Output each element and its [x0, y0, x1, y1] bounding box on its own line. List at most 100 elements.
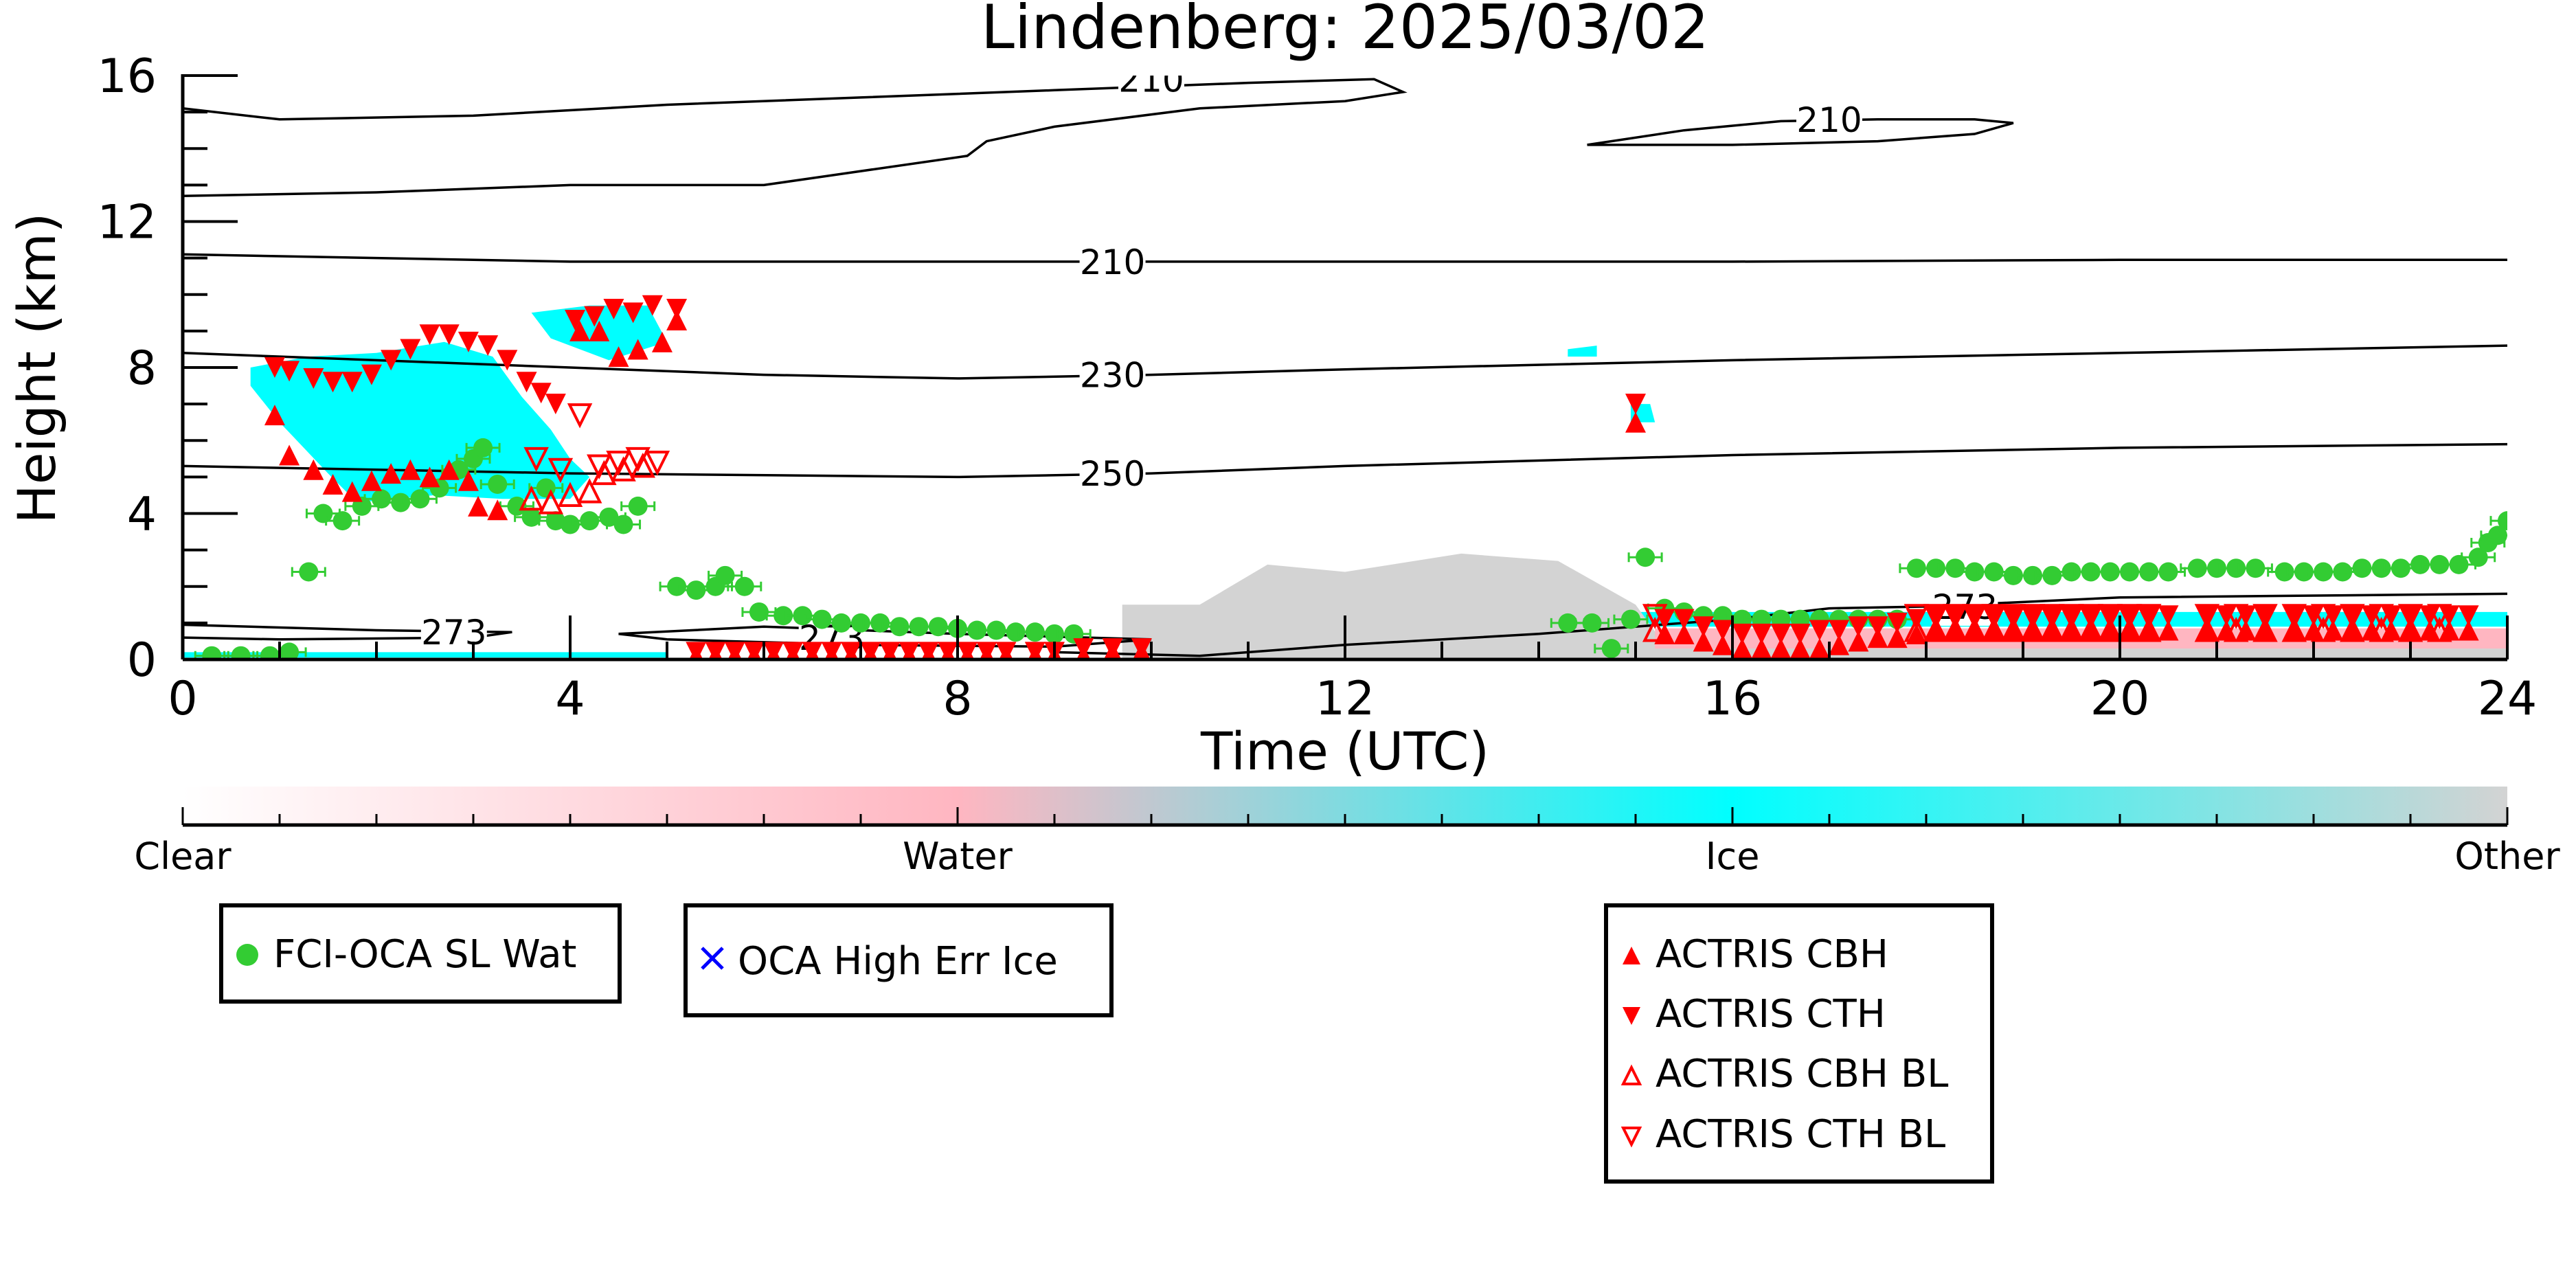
- marker-triangle-up-2-59: [1983, 620, 2004, 641]
- colorbar-label-clear: Clear: [134, 835, 231, 878]
- marker-circle-0-42: [986, 620, 1006, 640]
- marker-circle-0-14: [473, 438, 493, 457]
- marker-circle-0-96: [2498, 511, 2507, 531]
- marker-circle-0-3: [280, 642, 300, 659]
- marker-triangle-up-2-45: [1712, 634, 1733, 655]
- marker-triangle-down-3-56: [1867, 616, 1888, 637]
- marker-triangle-up-open-4-3: [576, 478, 602, 504]
- marker-triangle-up-open-4-15: [2040, 617, 2065, 642]
- marker-triangle-up-open-4-17: [2078, 617, 2103, 642]
- marker-triangle-up-2-17: [651, 331, 673, 352]
- marker-triangle-down-3-83: [2419, 605, 2441, 626]
- marker-triangle-down-open-5-10: [1943, 604, 1968, 629]
- colorbar-label-other: Other: [2454, 835, 2560, 878]
- marker-triangle-up-open-4-27: [2369, 617, 2394, 642]
- marker-triangle-up-open-4-28: [2397, 617, 2424, 642]
- contour-label-bg-3: [1079, 355, 1146, 394]
- marker-triangle-down-3-41: [1073, 638, 1094, 659]
- marker-triangle-down-3-13: [516, 372, 537, 393]
- marker-triangle-up-2-6: [381, 463, 402, 484]
- marker-triangle-up-2-63: [2061, 620, 2082, 641]
- y-axis-label: Height (km): [6, 213, 67, 524]
- legend-label-cbh: ACTRIS CBH: [1656, 932, 1888, 977]
- marker-triangle-down-3-5: [361, 364, 382, 385]
- marker-triangle-up-open-4-16: [2059, 617, 2084, 642]
- marker-circle-0-19: [545, 511, 565, 531]
- marker-circle-0-80: [2207, 558, 2226, 578]
- marker-triangle-down-3-59: [1925, 605, 1947, 626]
- contour-label-1: 210: [1796, 100, 1862, 140]
- marker-triangle-up-open-4-21: [2194, 617, 2220, 642]
- contour-273-5: [183, 623, 512, 641]
- legend-marker-cbh: [1623, 947, 1640, 964]
- marker-triangle-down-open-5-29: [2427, 604, 2452, 629]
- marker-circle-0-23: [613, 515, 633, 534]
- marker-triangle-up-open-4-23: [2252, 617, 2278, 642]
- marker-circle-0-25: [667, 576, 687, 596]
- marker-circle-0-93: [2468, 547, 2488, 567]
- marker-triangle-down-3-28: [802, 642, 823, 659]
- marker-triangle-up-2-81: [2439, 620, 2460, 641]
- marker-circle-0-32: [793, 606, 813, 626]
- marker-circle-0-72: [2042, 565, 2062, 585]
- marker-triangle-down-3-79: [2342, 605, 2363, 626]
- marker-circle-0-82: [2246, 558, 2266, 578]
- marker-triangle-up-2-77: [2361, 620, 2382, 641]
- contour-label-bg-0: [1118, 76, 1184, 99]
- marker-triangle-down-open-5-4: [606, 451, 631, 476]
- marker-triangle-down-open-5-9: [1923, 604, 1949, 629]
- marker-circle-0-38: [909, 617, 929, 637]
- marker-circle-0-68: [1965, 562, 1985, 582]
- contour-label-0: 210: [1118, 60, 1184, 100]
- marker-circle-0-21: [580, 511, 600, 531]
- marker-triangle-up-2-56: [1925, 620, 1947, 641]
- marker-triangle-down-3-47: [1693, 616, 1714, 637]
- marker-triangle-up-open-4-1: [538, 489, 564, 515]
- marker-triangle-down-open-5-24: [2281, 604, 2307, 629]
- marker-triangle-down-3-25: [743, 642, 765, 659]
- marker-triangle-up-2-80: [2419, 620, 2441, 641]
- marker-triangle-up-2-42: [1654, 623, 1675, 644]
- marker-circle-0-92: [2449, 554, 2469, 574]
- marker-triangle-down-open-5-22: [2223, 604, 2249, 629]
- marker-triangle-down-3-32: [879, 642, 901, 659]
- legend-box-fci: FCI-OCA SL Wat: [219, 903, 622, 1004]
- marker-triangle-down-open-5-18: [2097, 604, 2123, 629]
- marker-triangle-up-2-61: [2022, 620, 2044, 641]
- marker-triangle-down-3-19: [622, 302, 644, 324]
- marker-triangle-down-3-60: [1945, 605, 1966, 626]
- marker-triangle-up-2-73: [2283, 620, 2305, 641]
- contour-label-3: 230: [1080, 356, 1145, 396]
- marker-triangle-up-open-4-14: [2020, 617, 2046, 642]
- marker-triangle-down-3-14: [530, 383, 552, 404]
- marker-triangle-down-open-5-20: [2136, 604, 2162, 629]
- marker-triangle-up-2-46: [1732, 638, 1753, 659]
- marker-circle-0-81: [2226, 558, 2246, 578]
- marker-triangle-up-2-55: [1906, 623, 1927, 644]
- region-ice-3: [1568, 346, 1597, 357]
- contour-label-bg-2: [1079, 242, 1146, 281]
- marker-circle-0-75: [2100, 562, 2120, 582]
- marker-triangle-down-3-38: [995, 642, 1017, 659]
- x-tick-label-0: 0: [168, 672, 197, 726]
- marker-circle-0-0: [202, 646, 222, 659]
- marker-circle-0-96-err: [2489, 516, 2507, 526]
- marker-triangle-down-open-5-8: [1903, 604, 1930, 629]
- marker-triangle-up-open-4-7: [1642, 617, 1668, 642]
- marker-triangle-up-2-54: [1886, 627, 1908, 648]
- chart-title: Lindenberg: 2025/03/02: [981, 0, 1709, 63]
- marker-triangle-down-3-36: [957, 642, 978, 659]
- marker-circle-0-22: [599, 507, 619, 527]
- marker-circle-0-34: [831, 613, 851, 633]
- marker-circle-0-44: [1025, 622, 1045, 642]
- marker-triangle-down-3-3: [322, 372, 343, 393]
- contour-210-0: [183, 78, 1408, 198]
- marker-circle-0-2: [260, 646, 280, 659]
- marker-triangle-up-open-4-19: [2116, 617, 2143, 642]
- marker-triangle-down-3-11: [477, 335, 499, 357]
- colorbar-ticks: Clear Water Ice Other: [134, 807, 2560, 878]
- marker-circle-0-30: [749, 602, 769, 622]
- marker-triangle-up-2-51: [1829, 634, 1850, 655]
- marker-triangle-up-2-7: [400, 459, 421, 480]
